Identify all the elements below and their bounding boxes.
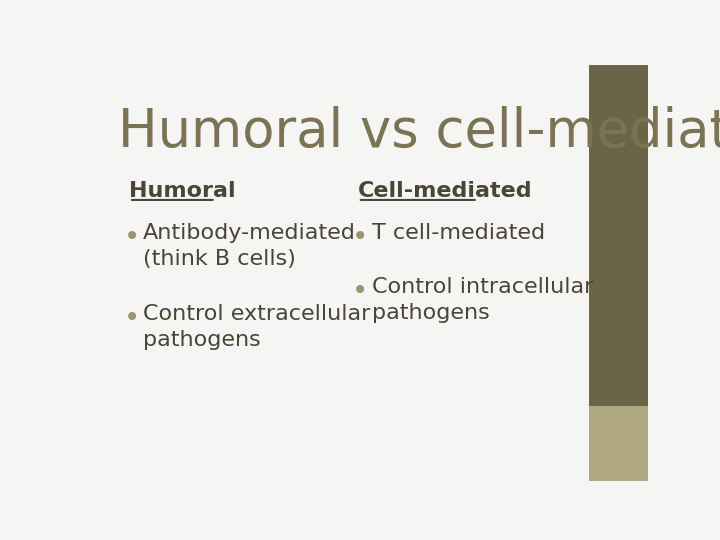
Text: T cell-mediated: T cell-mediated: [372, 223, 545, 243]
Text: Cell-mediated: Cell-mediated: [358, 181, 533, 201]
FancyBboxPatch shape: [590, 406, 648, 481]
Text: Control intracellular
pathogens: Control intracellular pathogens: [372, 277, 593, 323]
Text: Humoral vs cell-mediated: Humoral vs cell-mediated: [118, 106, 720, 158]
Text: •: •: [124, 223, 140, 251]
Text: Antibody-mediated
(think B cells): Antibody-mediated (think B cells): [143, 223, 356, 269]
Text: •: •: [124, 304, 140, 332]
Text: Control extracellular
pathogens: Control extracellular pathogens: [143, 304, 370, 350]
FancyBboxPatch shape: [590, 65, 648, 406]
Text: •: •: [352, 277, 369, 305]
Text: •: •: [352, 223, 369, 251]
Text: Humoral: Humoral: [129, 181, 235, 201]
